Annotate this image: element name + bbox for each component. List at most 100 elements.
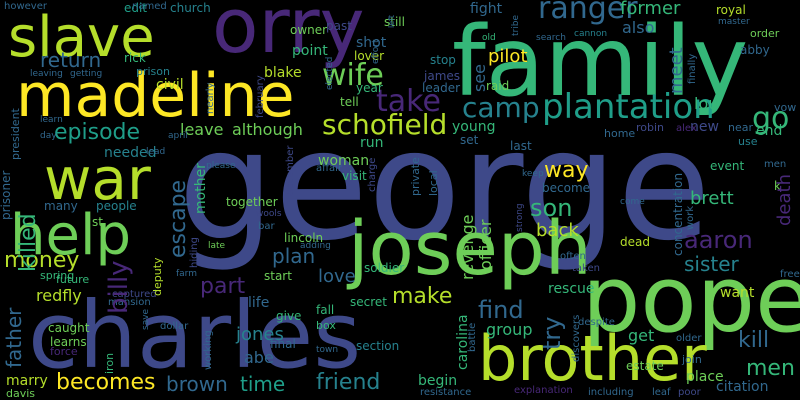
word-future: future	[56, 273, 90, 286]
word-also: also	[622, 18, 655, 37]
word-begin: begin	[418, 373, 458, 389]
word-working: working	[203, 330, 214, 370]
word-local: local	[427, 170, 440, 196]
word-raid: raid	[486, 79, 510, 93]
word-lou: lou	[694, 94, 719, 113]
word-caught: caught	[48, 321, 90, 335]
word-free: free	[780, 269, 800, 280]
word-plan: plan	[272, 244, 316, 268]
word-part: part	[200, 274, 246, 299]
word-become: become	[542, 181, 591, 195]
word-learn: learn	[40, 115, 63, 125]
word-event: event	[710, 159, 745, 173]
word-people: people	[96, 199, 137, 213]
word-rick: rick	[124, 51, 146, 65]
word-young: young	[452, 119, 496, 135]
word-friend: friend	[316, 370, 381, 395]
word-nearly: nearly	[205, 82, 216, 114]
word-schofield: schofield	[322, 108, 448, 141]
word-private: private	[409, 157, 422, 196]
word-search: search	[536, 33, 566, 43]
word-please: please	[206, 161, 236, 171]
word-orry: orry	[212, 0, 365, 70]
word-order: order	[750, 27, 780, 40]
word-year: year	[356, 81, 383, 95]
word-april: april	[168, 131, 188, 141]
word-run: run	[360, 135, 384, 151]
word-men: men	[746, 356, 795, 381]
word-force: force	[50, 345, 78, 358]
word-end: end	[756, 123, 783, 139]
word-late: late	[208, 241, 226, 251]
word-section: section	[356, 339, 400, 353]
word-box: box	[316, 319, 336, 332]
word-officer: officer	[476, 219, 495, 270]
word-take: take	[376, 84, 441, 119]
word-battle: battle	[467, 322, 478, 352]
word-family: family	[452, 6, 749, 118]
word-dollar: dollar	[160, 321, 189, 332]
word-war: war	[44, 145, 151, 213]
word-killed: killed	[16, 213, 41, 272]
word-davis: davis	[6, 387, 36, 400]
word-fight: fight	[470, 1, 503, 17]
word-death: death	[774, 174, 795, 226]
word-church: church	[170, 1, 211, 15]
word-madeline: madeline	[16, 61, 295, 131]
word-help: help	[10, 203, 132, 268]
word-needed: needed	[104, 145, 157, 161]
word-estate: estate	[626, 359, 664, 373]
word-time: time	[240, 372, 286, 396]
word-prison: prison	[136, 65, 170, 78]
word-abe: abe	[244, 348, 274, 367]
word-leave: leave	[180, 120, 224, 139]
word-named: named	[132, 1, 167, 12]
word-discovers: discovers	[571, 314, 582, 362]
word-group: group	[486, 320, 533, 339]
word-left: left	[387, 15, 396, 28]
word-cannon: cannon	[574, 29, 608, 39]
word-older: older	[676, 333, 702, 344]
word-st: st	[92, 215, 103, 229]
word-adding: adding	[300, 241, 331, 251]
word-finally: finally	[687, 53, 698, 84]
word-keep: keep	[522, 169, 544, 179]
word-near: near	[728, 121, 754, 134]
word-resistance: resistance	[420, 387, 472, 398]
word-deputy: deputy	[151, 257, 164, 296]
word-pilot: pilot	[488, 46, 528, 67]
word-woman: woman	[318, 153, 370, 169]
word-return: return	[40, 48, 102, 72]
word-lead: lead	[146, 147, 166, 157]
word-abby: abby	[740, 43, 770, 57]
word-pope: pope	[582, 246, 800, 353]
word-concentration: concentration	[671, 172, 685, 256]
word-mansion: mansion	[108, 297, 151, 308]
word-many: many	[44, 199, 78, 213]
word-strong: strong	[515, 203, 525, 232]
word-tell: tell	[340, 95, 359, 109]
word-james: james	[424, 69, 461, 83]
word-rescue: rescue	[548, 281, 595, 297]
word-owner: owner	[290, 23, 328, 37]
word-shot: shot	[356, 35, 387, 51]
word-getting: getting	[70, 69, 103, 79]
word-join: join	[682, 353, 702, 366]
word-mother: mother	[193, 163, 209, 214]
word-point: point	[292, 43, 328, 59]
word-home: home	[604, 127, 636, 140]
word-citation: citation	[716, 379, 769, 395]
word-lincoln: lincoln	[284, 231, 324, 245]
word-k: k	[774, 179, 781, 193]
word-new: new	[690, 119, 719, 135]
word-redfly: redfly	[36, 286, 82, 305]
word-vow: vow	[774, 101, 797, 114]
word-town: town	[316, 345, 339, 355]
word-make: make	[392, 284, 453, 309]
word-meet: meet	[666, 47, 687, 94]
word-go: go	[752, 101, 790, 136]
word-kill: kill	[738, 328, 770, 353]
word-brother: brother	[478, 322, 707, 395]
word-revenge: revenge	[458, 214, 477, 280]
word-wools: wools	[256, 209, 282, 219]
